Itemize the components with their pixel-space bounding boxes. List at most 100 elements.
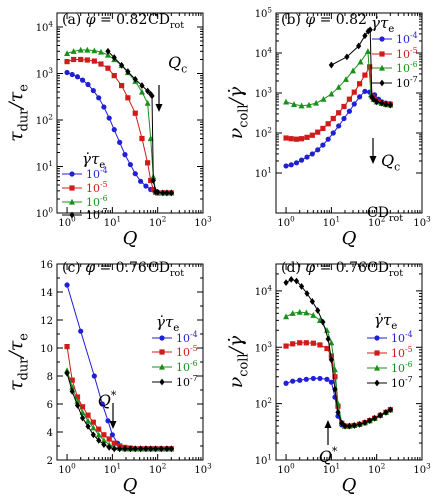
legend-swatch-marker xyxy=(159,349,165,355)
series-1 xyxy=(64,69,174,196)
data-point xyxy=(320,125,326,132)
y-tick-label: 103 xyxy=(255,340,273,355)
legend-title: γ̇τe xyxy=(82,150,105,171)
legend-entry: 10-4 xyxy=(367,330,413,345)
legend-swatch-marker xyxy=(374,350,380,356)
data-point xyxy=(332,385,338,393)
data-point xyxy=(365,27,371,35)
data-point xyxy=(105,418,111,424)
data-point xyxy=(303,309,310,316)
data-point xyxy=(158,445,164,453)
data-point xyxy=(106,115,112,121)
x-tick-label: 102 xyxy=(368,462,385,477)
data-point xyxy=(339,419,345,427)
annotation-arrow: Q* xyxy=(98,389,117,429)
data-point xyxy=(111,127,117,133)
data-point xyxy=(331,366,338,373)
x-tick-label: 102 xyxy=(149,462,166,477)
data-point xyxy=(362,72,368,78)
y-tick-label: 105 xyxy=(255,6,273,21)
legend-entry: 10-5 xyxy=(372,46,418,61)
data-point xyxy=(336,110,342,116)
y-axis-label: τdur/τe xyxy=(5,84,31,142)
legend-swatch-marker xyxy=(159,378,165,386)
data-point xyxy=(153,445,159,453)
data-point xyxy=(328,353,334,359)
data-point xyxy=(357,58,364,65)
legend-entry: 10-5 xyxy=(367,345,413,360)
data-point xyxy=(298,157,305,163)
y-tick-label: 8 xyxy=(47,372,53,383)
legend-label: 10-4 xyxy=(86,166,108,181)
data-point xyxy=(290,341,296,347)
data-point xyxy=(91,58,97,64)
legend-label: 10-6 xyxy=(86,194,108,209)
data-point xyxy=(85,81,91,88)
data-point xyxy=(90,87,96,94)
data-point xyxy=(79,404,86,410)
data-point xyxy=(90,431,96,439)
x-tick-label: 103 xyxy=(413,215,431,230)
data-point xyxy=(145,160,151,166)
y-tick-label: 102 xyxy=(255,396,272,411)
legend-swatch-marker xyxy=(379,51,385,57)
annotation-arrow: Qc xyxy=(155,53,187,112)
data-point xyxy=(106,436,112,442)
legend-label: 10-5 xyxy=(391,345,413,360)
data-point xyxy=(283,279,289,287)
data-point xyxy=(290,378,296,384)
data-point xyxy=(335,408,341,416)
data-point xyxy=(77,46,84,53)
legend-title: γ̇τe xyxy=(374,311,397,332)
legend-label: 10-6 xyxy=(176,359,198,374)
data-point xyxy=(98,61,104,67)
data-point xyxy=(372,414,378,422)
x-tick-label: 103 xyxy=(194,462,212,477)
data-point xyxy=(147,135,154,142)
legend-entry: 10-4 xyxy=(372,31,418,46)
data-point xyxy=(96,437,102,444)
legend-swatch-marker xyxy=(379,64,385,71)
data-point xyxy=(64,50,71,57)
data-point xyxy=(320,318,326,326)
data-point xyxy=(90,419,96,425)
data-point xyxy=(309,298,315,305)
data-point xyxy=(357,420,363,428)
data-point xyxy=(155,188,161,196)
data-point xyxy=(310,375,316,382)
data-point xyxy=(111,73,117,79)
data-point xyxy=(160,189,166,197)
y-tick-label: 4 xyxy=(47,428,53,439)
data-point xyxy=(153,188,159,195)
data-point xyxy=(127,445,134,453)
data-point xyxy=(332,374,338,380)
legend-entry: 10-6 xyxy=(152,359,198,374)
series-3 xyxy=(64,46,175,196)
data-point xyxy=(335,83,342,90)
data-point xyxy=(288,162,294,168)
data-point xyxy=(79,414,86,422)
data-point xyxy=(143,183,149,189)
data-point xyxy=(310,312,317,318)
legend-swatch-marker xyxy=(69,198,75,205)
series-2 xyxy=(64,56,174,196)
legend-entry: 10-5 xyxy=(152,344,198,359)
data-point xyxy=(379,99,385,107)
data-point xyxy=(328,379,334,385)
data-point xyxy=(101,104,107,110)
data-point xyxy=(122,445,128,453)
data-point xyxy=(351,89,357,95)
data-point xyxy=(330,130,336,136)
data-point xyxy=(119,82,125,89)
data-point xyxy=(122,152,128,158)
data-point xyxy=(342,422,348,430)
data-point xyxy=(349,67,356,74)
data-point xyxy=(362,419,368,427)
data-point xyxy=(127,161,134,168)
data-point xyxy=(362,88,368,94)
annotation-text: Q* xyxy=(98,389,117,410)
series-1 xyxy=(283,88,393,169)
legend-swatch-marker xyxy=(374,364,380,371)
legend-label: 10-7 xyxy=(391,375,413,390)
data-point xyxy=(69,384,76,390)
